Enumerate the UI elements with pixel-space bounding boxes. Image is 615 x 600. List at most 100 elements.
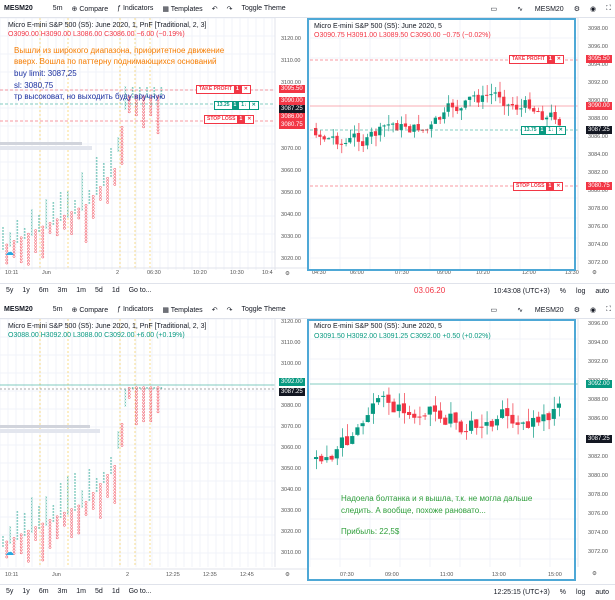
- price-axis-label: 3040.00: [281, 212, 301, 218]
- close-icon[interactable]: ✕: [244, 116, 253, 123]
- toggle-theme-button[interactable]: Toggle Theme: [241, 5, 286, 12]
- candle: [463, 431, 468, 433]
- gear-icon[interactable]: ⚙: [573, 307, 580, 314]
- range-5y[interactable]: 5y: [6, 588, 14, 595]
- percent-toggle[interactable]: %: [559, 287, 567, 295]
- candle: [369, 131, 373, 137]
- close-icon[interactable]: ✕: [248, 102, 258, 109]
- buy-order-right[interactable]: 13.75 1 1↓ ✕: [521, 126, 566, 135]
- redo-icon[interactable]: ↷: [226, 5, 233, 13]
- candle: [408, 126, 412, 133]
- pnf-o: [106, 201, 109, 204]
- pnf-x: x: [88, 197, 90, 202]
- interval-button[interactable]: 5m: [52, 5, 63, 12]
- goto-button[interactable]: Go to...: [128, 287, 152, 294]
- pnf-o: [120, 444, 124, 447]
- indicators-button[interactable]: ƒ Indicators: [117, 306, 154, 313]
- auto-toggle[interactable]: auto: [595, 588, 609, 596]
- layout-icon[interactable]: ▭: [490, 6, 498, 13]
- pnf-o: [91, 216, 95, 219]
- pnf-x: x: [103, 161, 105, 166]
- range-1d[interactable]: 1d: [111, 588, 120, 595]
- take-profit-order-left[interactable]: TAKE PROFIT 1 ✕: [196, 85, 251, 94]
- goto-button[interactable]: Go to...: [128, 588, 152, 595]
- compare-button[interactable]: ⊕ Compare: [71, 306, 109, 314]
- price-axis-label: 3110.00: [281, 340, 300, 346]
- gear-icon[interactable]: ⚙: [573, 6, 580, 13]
- pnf-o: [5, 255, 9, 259]
- candle: [403, 123, 408, 127]
- range-1y[interactable]: 1y: [22, 287, 30, 294]
- pnf-o: [48, 222, 52, 225]
- symbol-right[interactable]: ∿ MESM20: [517, 6, 564, 13]
- pnf-x: x: [124, 106, 126, 111]
- range-6m[interactable]: 6m: [38, 287, 49, 294]
- pnf-x: x: [124, 400, 126, 405]
- range-3m[interactable]: 3m: [57, 287, 68, 294]
- pnf-o: [55, 521, 59, 525]
- range-5d[interactable]: 5d: [95, 287, 103, 294]
- camera-icon[interactable]: ◉: [589, 307, 597, 314]
- range-5y[interactable]: 5y: [6, 287, 14, 294]
- range-1d[interactable]: 1d: [111, 287, 120, 294]
- time-axis-label: 06:00: [350, 270, 364, 276]
- camera-icon[interactable]: ◉: [589, 6, 597, 13]
- interval-button[interactable]: 5m: [52, 306, 63, 313]
- templates-button[interactable]: ▦ Templates: [162, 306, 203, 314]
- pnf-x: x: [31, 511, 33, 516]
- pnf-x: x: [60, 202, 62, 207]
- pnf-x: x: [9, 524, 11, 529]
- percent-toggle[interactable]: %: [559, 588, 567, 596]
- buy-order-left[interactable]: 13.25 1 1↓ ✕: [214, 101, 259, 110]
- symbol-right[interactable]: ∿ MESM20: [517, 307, 564, 314]
- undo-icon[interactable]: ↶: [211, 5, 218, 13]
- range-5d[interactable]: 5d: [95, 588, 103, 595]
- pnf-x: x: [96, 191, 98, 196]
- range-1m[interactable]: 1m: [76, 287, 87, 294]
- close-icon[interactable]: ✕: [555, 127, 565, 134]
- pnf-o: [106, 477, 109, 480]
- close-icon[interactable]: ✕: [553, 56, 563, 63]
- log-toggle[interactable]: log: [576, 588, 586, 596]
- stop-loss-order-left[interactable]: STOP LOSS 1 ✕: [204, 115, 255, 124]
- active-pane-border-top: [307, 18, 576, 271]
- pnf-x: x: [38, 225, 40, 230]
- compare-button[interactable]: ⊕ Compare: [71, 5, 109, 13]
- pnf-o: [41, 249, 45, 253]
- pnf-x: x: [67, 190, 69, 195]
- symbol-search[interactable]: MESM20: [4, 306, 33, 313]
- close-icon[interactable]: ✕: [553, 183, 562, 190]
- pnf-o: [55, 536, 59, 540]
- take-profit-order-right[interactable]: TAKE PROFIT 1 ✕: [509, 55, 564, 64]
- undo-icon[interactable]: ↶: [211, 306, 218, 314]
- range-6m[interactable]: 6m: [38, 588, 49, 595]
- pnf-x: x: [124, 100, 126, 105]
- time-axis-label: 13:00: [492, 572, 506, 578]
- layout-icon[interactable]: ▭: [490, 307, 498, 314]
- pnf-x: x: [31, 502, 33, 507]
- toggle-theme-button[interactable]: Toggle Theme: [241, 306, 286, 313]
- pnf-o: [142, 392, 145, 396]
- pnf-o: [120, 156, 124, 159]
- log-toggle[interactable]: log: [576, 287, 586, 295]
- auto-toggle[interactable]: auto: [595, 287, 609, 295]
- pnf-o: [55, 533, 59, 537]
- pnf-x: x: [2, 243, 4, 248]
- indicators-button[interactable]: ƒ Indicators: [117, 5, 154, 12]
- fullscreen-icon[interactable]: ⛶: [606, 5, 611, 12]
- symbol-search[interactable]: MESM20: [4, 5, 33, 12]
- fullscreen-icon[interactable]: ⛶: [606, 306, 611, 313]
- pnf-x: x: [110, 149, 112, 154]
- templates-button[interactable]: ▦ Templates: [162, 5, 203, 13]
- stop-loss-order-right[interactable]: STOP LOSS 1 ✕: [513, 182, 564, 191]
- pnf-o: [48, 522, 52, 525]
- pnf-x: x: [2, 225, 4, 230]
- pnf-x: x: [103, 476, 105, 481]
- redo-icon[interactable]: ↷: [226, 306, 233, 314]
- range-1y[interactable]: 1y: [22, 588, 30, 595]
- close-icon[interactable]: ✕: [240, 86, 250, 93]
- pnf-o: [41, 234, 45, 238]
- range-3m[interactable]: 3m: [57, 588, 68, 595]
- range-1m[interactable]: 1m: [76, 588, 87, 595]
- pnf-x: x: [38, 525, 40, 530]
